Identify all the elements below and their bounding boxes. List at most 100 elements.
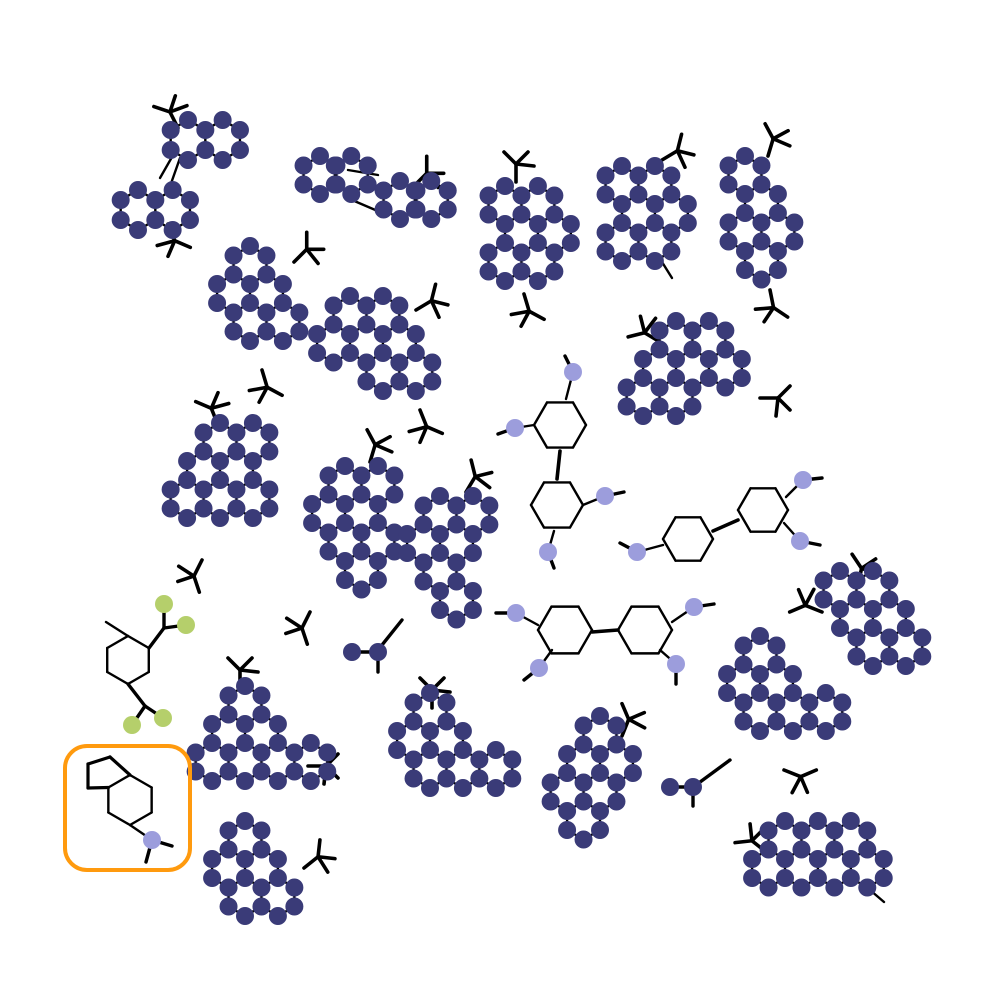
mol19-tbutyl <box>626 717 647 730</box>
mol20-atom <box>800 712 819 731</box>
mol19-atom <box>558 821 577 839</box>
mol7-atom <box>390 372 409 391</box>
mol20-atom <box>783 684 802 702</box>
mol17-atom <box>301 734 320 752</box>
mol19-atom <box>591 764 609 782</box>
mol3-atom <box>561 234 580 252</box>
mol8-tbutyl <box>642 316 658 335</box>
mol19-atom <box>558 764 577 782</box>
mol16-atom <box>123 716 141 734</box>
mol2-atom <box>438 200 457 219</box>
mol6-atom <box>290 322 309 341</box>
mol20-atom <box>751 722 769 740</box>
mol7-atom <box>373 344 392 362</box>
mol14-atom <box>463 544 482 562</box>
mol13-atom <box>303 514 322 532</box>
mol13-atom <box>336 552 354 570</box>
mol4-atom <box>596 223 615 242</box>
mol13-atom <box>368 495 387 513</box>
mol22-atom <box>858 821 877 840</box>
mol21-atom <box>203 850 222 868</box>
mol17-atom <box>252 743 271 762</box>
mol15-atom <box>863 657 882 675</box>
mol18-atom <box>421 741 439 759</box>
mol15-atom <box>896 619 915 637</box>
mol1-atom <box>111 191 130 209</box>
mol12-tbutyl <box>192 574 202 594</box>
mol8-tbutyl <box>776 396 792 412</box>
mol2-atom <box>405 200 424 219</box>
mol1-atom <box>163 221 182 239</box>
mol6-atom <box>257 265 276 284</box>
mol7-atom <box>406 344 425 362</box>
mol20-atom <box>767 636 786 655</box>
mol5-atom <box>736 185 754 203</box>
mol15-atom <box>814 590 833 609</box>
mol13-atom <box>319 485 338 504</box>
mol7-atom <box>324 315 343 334</box>
mol1-atom <box>111 211 130 229</box>
mol23-pentagon <box>86 755 112 766</box>
mol20-atom <box>751 684 769 702</box>
mol22-atom <box>841 850 860 868</box>
mol10-atom <box>628 543 646 561</box>
mol17-tbutyl <box>226 656 242 672</box>
mol22-tbutyl <box>733 838 754 845</box>
mol23-pentagon <box>108 755 132 777</box>
mol6-tbutyl <box>247 385 269 393</box>
mol9-bond <box>571 423 588 449</box>
mol14-atom <box>463 582 482 600</box>
mol8-atom <box>716 340 735 359</box>
mol6-atom <box>257 322 276 341</box>
mol13-atom <box>336 514 354 532</box>
mol2-atom <box>325 175 344 194</box>
mol5-tbutyl <box>763 122 775 141</box>
mol22-atom <box>759 821 778 840</box>
mol21-atom <box>219 840 238 859</box>
mol15-atom <box>847 628 866 647</box>
mol20-tbutyl <box>798 768 819 779</box>
mol5-atom <box>736 261 754 279</box>
mol3-atom <box>545 243 564 262</box>
mol19-atom <box>574 792 593 811</box>
mol20-atom <box>734 712 753 731</box>
mol7-tbutyl <box>414 298 434 312</box>
mol7-tbutyl <box>407 424 429 434</box>
mol18-atom <box>421 722 439 740</box>
mol16-atom <box>154 709 172 727</box>
mol15-atom <box>880 628 899 647</box>
mol12-atom <box>194 423 213 442</box>
mol17-atom <box>236 772 254 790</box>
mol18-atom <box>404 750 423 769</box>
mol6-tbutyl <box>265 385 284 398</box>
highlight-box <box>63 744 192 872</box>
mol12-atom <box>211 509 229 527</box>
mol15-atom <box>863 562 882 580</box>
mol19-atom <box>623 745 642 763</box>
mol21-atom <box>268 869 287 887</box>
mol23-pentagon <box>86 785 110 790</box>
mol7-atom <box>406 382 425 400</box>
mol8-atom <box>716 378 735 397</box>
mol23-atom <box>143 831 161 849</box>
mol1-atom <box>179 111 197 129</box>
mol5-atom <box>736 147 754 165</box>
mol5-atom <box>752 156 771 175</box>
mol15-atom <box>896 600 915 618</box>
mol9-atom <box>506 419 524 437</box>
mol5-tbutyl <box>766 136 775 158</box>
mol6-tbutyl <box>260 368 269 390</box>
mol18-atom <box>453 722 472 740</box>
mol13-atom <box>336 457 354 475</box>
mol19-tbutyl <box>626 710 647 722</box>
mol1-atom <box>180 211 199 229</box>
mol14-tbutyl <box>473 470 494 479</box>
mol8-tbutyl <box>776 384 792 400</box>
mol3-tbutyl <box>527 309 546 322</box>
mol5-atom <box>768 185 787 203</box>
mol16-atom <box>155 595 173 613</box>
mol7-atom <box>390 315 409 334</box>
mol22-atom <box>841 812 860 830</box>
mol8-atom <box>617 397 636 416</box>
mol1-atom <box>129 221 147 239</box>
